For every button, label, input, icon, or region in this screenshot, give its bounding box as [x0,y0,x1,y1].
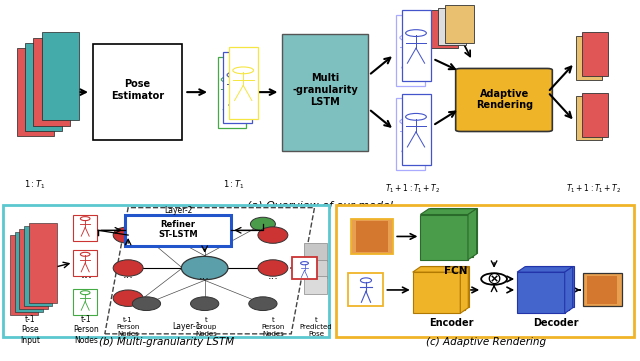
Bar [438,8,466,45]
Bar [303,276,328,294]
Bar [73,250,97,276]
Bar [420,214,468,260]
Text: $T_1+1: T_1+T_2$: $T_1+1: T_1+T_2$ [385,182,440,195]
Text: $1: T_1$: $1: T_1$ [24,178,46,191]
Bar [396,99,425,170]
Bar [292,257,317,279]
Text: t-1
Person
Nodes: t-1 Person Nodes [74,315,99,345]
Text: Refiner
ST-LSTM: Refiner ST-LSTM [158,220,198,239]
Bar [17,48,54,136]
Text: Pose
Estimator: Pose Estimator [111,79,164,101]
Ellipse shape [113,290,143,306]
Text: t
Group
Nodes: t Group Nodes [195,317,217,337]
Bar [42,32,79,120]
Ellipse shape [258,260,288,276]
Bar [402,94,431,165]
Text: ···: ··· [81,273,93,286]
Text: t-1
Person
Nodes: t-1 Person Nodes [116,317,140,337]
Text: $1: T_1$: $1: T_1$ [223,178,244,191]
Bar [351,219,393,254]
Text: Adaptive
Rendering: Adaptive Rendering [476,89,533,110]
Text: Layer-2: Layer-2 [164,206,192,215]
Text: $\otimes$: $\otimes$ [486,270,502,288]
Text: (b) Multi-granularity LSTM: (b) Multi-granularity LSTM [99,337,234,347]
Bar [29,223,57,303]
Bar [522,269,569,310]
Bar [430,10,458,48]
Ellipse shape [113,260,143,276]
Polygon shape [413,267,468,272]
Bar [396,15,425,86]
Bar [73,214,97,240]
Ellipse shape [249,297,277,310]
Text: Decoder: Decoder [532,318,579,328]
Polygon shape [420,209,477,214]
Text: Layer-1: Layer-1 [172,322,200,331]
Text: Multi
-granularity
LSTM: Multi -granularity LSTM [292,73,358,106]
Ellipse shape [113,227,143,243]
Circle shape [481,273,507,285]
FancyBboxPatch shape [456,69,552,131]
Bar [417,269,465,310]
Text: t
Person
Nodes: t Person Nodes [261,317,285,337]
Text: t-1
Pose
Input: t-1 Pose Input [20,315,40,345]
Bar [303,243,328,261]
Bar [583,274,621,306]
Bar [422,266,469,307]
Ellipse shape [181,256,228,280]
Polygon shape [564,267,573,313]
Bar [218,57,246,128]
Bar [445,5,474,43]
Text: $T_1+1: T_1+T_2$: $T_1+1: T_1+T_2$ [566,182,621,195]
Bar [303,260,328,278]
Bar [93,44,182,140]
Text: (a) Overview of our model: (a) Overview of our model [247,200,393,210]
Bar [402,10,431,81]
Bar [356,221,388,252]
Bar [587,276,617,304]
Bar [430,208,477,253]
Bar [24,226,52,306]
Bar [125,214,231,246]
Bar [25,43,62,131]
Polygon shape [468,209,477,260]
Text: (c) Adaptive Rendering: (c) Adaptive Rendering [426,337,547,347]
Text: ···: ··· [123,273,134,283]
Bar [33,38,70,126]
Polygon shape [460,267,468,313]
Bar [229,47,258,118]
Text: FCN: FCN [444,266,467,276]
Bar [413,272,460,313]
Bar [576,96,602,140]
Bar [223,52,252,123]
Polygon shape [517,267,573,272]
Text: Encoder: Encoder [429,318,474,328]
Bar [582,32,608,76]
Ellipse shape [132,297,161,310]
Text: ···: ··· [199,274,210,284]
Ellipse shape [134,217,159,231]
Bar [15,232,43,312]
Bar [10,235,38,315]
Bar [576,36,602,79]
Bar [425,211,473,257]
Bar [282,34,368,151]
Bar [526,266,573,307]
Ellipse shape [192,217,217,231]
Bar [582,92,608,136]
Ellipse shape [191,297,219,310]
Bar [517,272,564,313]
Bar [19,229,47,309]
Text: t
Predicted
Pose: t Predicted Pose [300,317,332,337]
Ellipse shape [250,217,275,231]
Bar [348,274,383,306]
Ellipse shape [258,227,288,243]
Bar [73,288,97,315]
Text: ···: ··· [268,274,278,284]
